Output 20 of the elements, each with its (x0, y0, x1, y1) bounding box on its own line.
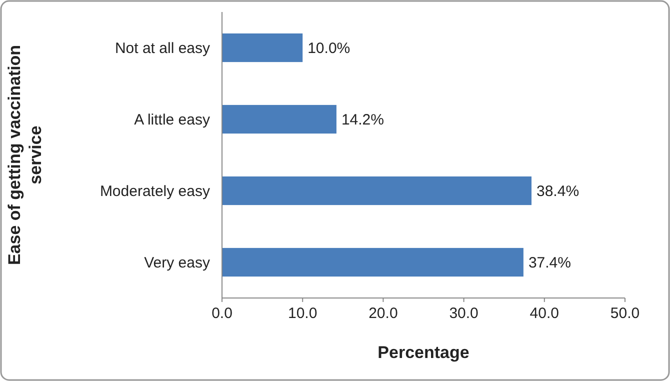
data-label: 37.4% (528, 254, 571, 272)
bar (222, 33, 303, 62)
y-tick-label: A little easy (134, 112, 210, 128)
bar (222, 248, 524, 277)
y-axis-title: Ease of getting vaccination service (5, 44, 45, 266)
data-label: 10.0% (308, 40, 350, 57)
x-tick-label: 10.0 (288, 305, 318, 322)
bar (222, 176, 532, 206)
y-tick-label: Not at all easy (114, 40, 210, 57)
x-axis-title: Percentage (378, 343, 470, 362)
x-tick-label: 0.0 (212, 305, 232, 322)
x-tick-label: 40.0 (530, 305, 559, 322)
y-tick-label: Very easy (144, 254, 210, 272)
x-tick-label: 20.0 (368, 305, 398, 322)
data-label: 14.2% (341, 112, 384, 128)
x-tick-label: 30.0 (449, 305, 478, 322)
x-tick-label: 50.0 (610, 305, 640, 322)
bar (222, 104, 336, 134)
y-tick-label: Moderately easy (100, 183, 210, 200)
data-label: 38.4% (536, 183, 580, 200)
